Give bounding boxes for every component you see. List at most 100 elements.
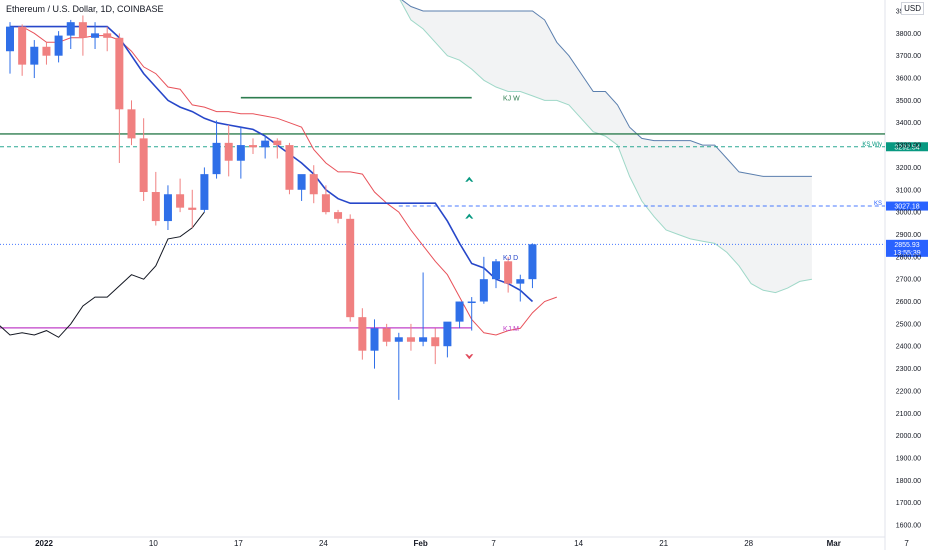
- kijun-daily-line: [10, 25, 534, 303]
- arrow-up-icon: [465, 176, 474, 182]
- candle-body[interactable]: [115, 37, 124, 110]
- candles: [6, 15, 537, 400]
- time-tick-label: 7: [904, 539, 909, 548]
- price-tick-label: 2100.00: [896, 411, 921, 418]
- candle-body[interactable]: [78, 22, 87, 38]
- annotations: KJ W KJ D KJ M KS Wly 3292.54 KS 3027.18 2855.9…: [465, 96, 928, 360]
- price-tag-label: 3292.54: [894, 144, 919, 151]
- price-tick-label: 3200.00: [896, 165, 921, 172]
- time-tick-label: 10: [149, 539, 158, 548]
- candle-body[interactable]: [358, 317, 367, 351]
- tenkan-line: [10, 26, 557, 336]
- cloud-lower-line: [399, 0, 812, 294]
- candle-body[interactable]: [297, 174, 306, 190]
- candle-body[interactable]: [200, 174, 209, 210]
- price-tick-label: 3600.00: [896, 76, 921, 83]
- candle-body[interactable]: [176, 194, 185, 208]
- arrow-up-icon: [465, 213, 474, 219]
- cloud-area: [400, 0, 812, 293]
- candle-body[interactable]: [103, 33, 112, 38]
- time-tick-label: 2022: [35, 539, 53, 548]
- currency-label[interactable]: USD: [901, 2, 924, 15]
- level-tag-label: KS: [874, 201, 882, 207]
- annotation-label: KJ M: [503, 326, 519, 333]
- price-tick-label: 3400.00: [896, 120, 921, 127]
- price-tick-label: 2200.00: [896, 388, 921, 395]
- candle-body[interactable]: [42, 46, 51, 56]
- candle-body[interactable]: [127, 109, 136, 139]
- price-tick-label: 2300.00: [896, 366, 921, 373]
- price-tick-label: 1800.00: [896, 478, 921, 485]
- price-tag-box: [886, 142, 928, 152]
- candle-body[interactable]: [492, 261, 500, 280]
- price-tick-label: 2000.00: [896, 433, 921, 440]
- candle-body[interactable]: [236, 145, 245, 161]
- candle-body[interactable]: [309, 174, 318, 195]
- price-tag-box: [886, 201, 928, 211]
- price-tick-label: 2900.00: [896, 232, 921, 239]
- ichimoku-cloud: [399, 0, 812, 294]
- level-tag-label: KS Wly: [862, 142, 882, 148]
- candle-body[interactable]: [455, 301, 464, 322]
- candle-body[interactable]: [346, 218, 355, 318]
- price-axis-background: [885, 0, 932, 550]
- cloud-upper-line: [401, 0, 812, 177]
- candle-body[interactable]: [139, 138, 148, 193]
- time-tick-label: 14: [574, 539, 583, 548]
- price-tick-label: 3700.00: [896, 53, 921, 60]
- candle-body[interactable]: [224, 142, 233, 161]
- price-tick-label: 3800.00: [896, 31, 921, 38]
- price-tick-label: 2700.00: [896, 277, 921, 284]
- candle-body[interactable]: [212, 142, 221, 175]
- candle-body[interactable]: [66, 22, 75, 36]
- chart-title: Ethereum / U.S. Dollar, 1D, COINBASE: [6, 4, 164, 14]
- candle-body[interactable]: [528, 244, 537, 280]
- candle-body[interactable]: [273, 140, 282, 146]
- arrow-down-icon: [465, 354, 474, 360]
- candle-body[interactable]: [406, 337, 415, 342]
- candle-body[interactable]: [431, 337, 440, 347]
- time-axis: 2022 10 17 24 Feb 7 14 21 28 Mar 7: [35, 539, 909, 548]
- time-tick-label: 7: [491, 539, 496, 548]
- candle-body[interactable]: [334, 212, 343, 219]
- price-axis: 1600.00 1700.00 1800.00 1900.00 2000.00 2100.…: [896, 9, 921, 530]
- time-tick-label: 17: [234, 539, 243, 548]
- candle-body[interactable]: [6, 26, 14, 52]
- price-tick-label: 3100.00: [896, 187, 921, 194]
- time-tick-label: 21: [659, 539, 668, 548]
- candle-body[interactable]: [479, 279, 488, 302]
- candle-body[interactable]: [188, 207, 197, 210]
- candle-body[interactable]: [261, 140, 270, 148]
- candle-body[interactable]: [321, 194, 330, 213]
- price-tick-label: 3000.00: [896, 210, 921, 217]
- candle-body[interactable]: [30, 46, 39, 65]
- candle-body[interactable]: [443, 321, 452, 347]
- candle-body[interactable]: [382, 328, 391, 342]
- candle-body[interactable]: [151, 192, 160, 222]
- price-tag-label: 2855.93: [894, 242, 919, 249]
- price-tag-label: 3027.18: [894, 204, 919, 211]
- candle-body[interactable]: [249, 145, 257, 148]
- price-tick-label: 1600.00: [896, 523, 921, 530]
- time-tick-label: 28: [744, 539, 753, 548]
- candle-body[interactable]: [516, 279, 525, 284]
- price-tick-label: 1700.00: [896, 500, 921, 507]
- price-tick-label: 3500.00: [896, 98, 921, 105]
- candle-body[interactable]: [163, 194, 172, 222]
- candle-body[interactable]: [394, 337, 403, 342]
- candle-body[interactable]: [285, 145, 294, 190]
- candle-body[interactable]: [54, 35, 63, 56]
- candle-body[interactable]: [419, 337, 428, 342]
- indicator-lines: [0, 25, 885, 338]
- candle-body[interactable]: [18, 26, 27, 65]
- price-tick-label: 2500.00: [896, 321, 921, 328]
- candle-body[interactable]: [504, 261, 513, 284]
- price-tag-countdown: 13:55:39: [893, 250, 920, 257]
- annotation-label: KJ D: [503, 255, 518, 262]
- candle-body[interactable]: [370, 328, 379, 351]
- candle-body[interactable]: [467, 301, 476, 304]
- time-tick-label: 24: [319, 539, 328, 548]
- candle-body[interactable]: [91, 33, 100, 38]
